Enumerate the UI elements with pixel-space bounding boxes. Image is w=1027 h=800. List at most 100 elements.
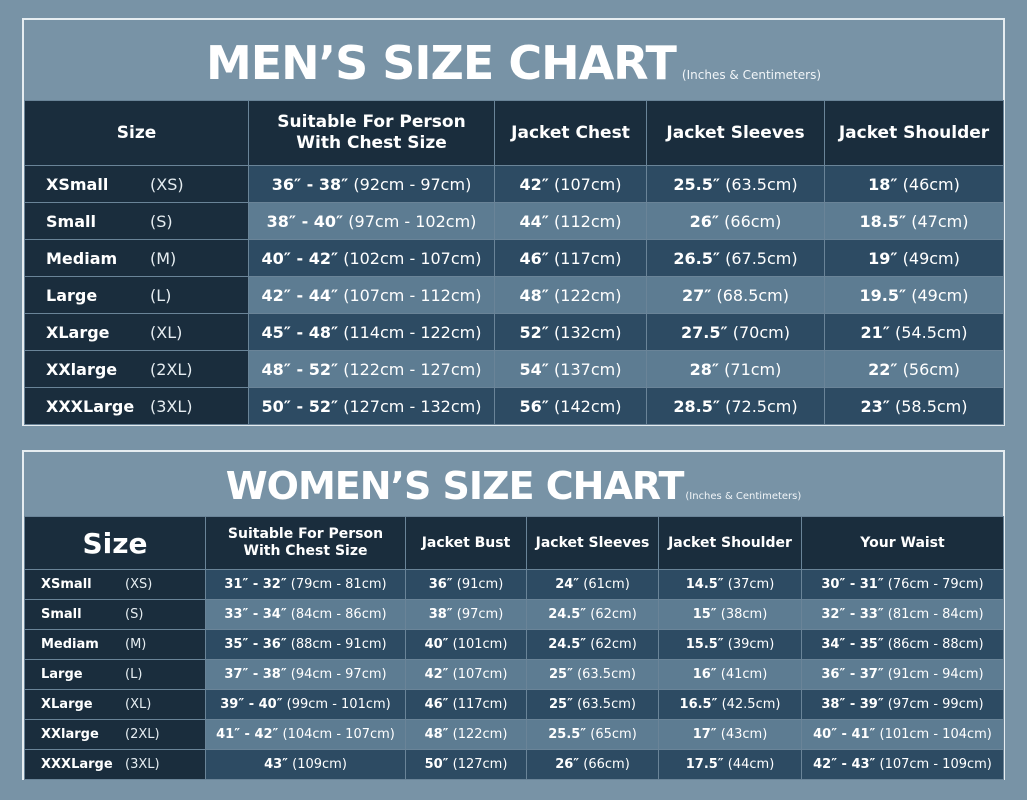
jacket-cell: 52″ (132cm)	[494, 313, 647, 351]
size-name: XXlarge	[46, 359, 118, 379]
shoulder-inches: 23″	[860, 396, 890, 416]
sleeve-inches: 28″	[689, 359, 720, 379]
shoulder-centimeters: (41cm)	[720, 667, 768, 682]
womens-header-jacket-sleeves: Jacket Sleeves	[526, 516, 659, 570]
bust-inches: 36″	[428, 577, 453, 592]
jacket-centimeters: (142cm)	[554, 396, 622, 416]
size-code: (XL)	[150, 322, 183, 342]
sleeve-centimeters: (67.5cm)	[725, 248, 798, 268]
jacket-inches: 54″	[519, 359, 549, 379]
womens-header-chest-line2: With Chest Size	[243, 543, 368, 559]
chest-inches: 38″ - 40″	[266, 211, 344, 231]
chest-centimeters: (94cm - 97cm)	[290, 667, 387, 682]
jacket-centimeters: (117cm)	[554, 248, 622, 268]
jacket-inches: 48″	[519, 285, 549, 305]
chest-inches: 43″	[264, 757, 288, 772]
shoulder-cell: 22″ (56cm)	[824, 350, 1004, 388]
shoulder-centimeters: (46cm)	[902, 174, 960, 194]
womens-header-chest-size: Suitable For Person With Chest Size	[205, 516, 406, 570]
chest-cell: 42″ - 44″ (107cm - 112cm)	[248, 276, 495, 314]
table-row: XXlarge (2XL) 41″ - 42″ (104cm - 107cm) 48″…	[24, 719, 1004, 750]
waist-centimeters: (101cm - 104cm)	[879, 727, 992, 742]
shoulder-centimeters: (47cm)	[911, 211, 969, 231]
chest-centimeters: (107cm - 112cm)	[343, 285, 482, 305]
sleeve-centimeters: (62cm)	[590, 607, 637, 622]
table-row: XLarge (XL) 45″ - 48″ (114cm - 122cm) 52″ (…	[24, 313, 1004, 351]
waist-cell: 30″ - 31″ (76cm - 79cm)	[801, 569, 1004, 600]
sleeve-cell: 28.5″ (72.5cm)	[646, 387, 825, 425]
chest-centimeters: (99cm - 101cm)	[286, 697, 391, 712]
bust-centimeters: (101cm)	[452, 637, 508, 652]
sleeve-centimeters: (63.5cm)	[725, 174, 798, 194]
womens-header-jacket-bust: Jacket Bust	[405, 516, 527, 570]
size-code: (2XL)	[150, 359, 193, 379]
shoulder-centimeters: (54.5cm)	[895, 322, 968, 342]
jacket-centimeters: (112cm)	[554, 211, 622, 231]
bust-centimeters: (122cm)	[452, 727, 508, 742]
bust-centimeters: (107cm)	[452, 667, 508, 682]
chest-cell: 39″ - 40″ (99cm - 101cm)	[205, 689, 406, 720]
bust-inches: 42″	[424, 667, 449, 682]
shoulder-inches: 17″	[692, 727, 717, 742]
waist-centimeters: (107cm - 109cm)	[879, 757, 992, 772]
womens-table-body: XSmall (XS) 31″ - 32″ (79cm - 81cm) 36″ (91…	[24, 569, 1004, 780]
chest-cell: 43″ (109cm)	[205, 749, 406, 780]
mens-header-chest-size: Suitable For Person With Chest Size	[248, 100, 495, 166]
chest-centimeters: (102cm - 107cm)	[343, 248, 482, 268]
chest-centimeters: (88cm - 91cm)	[290, 637, 387, 652]
shoulder-centimeters: (58.5cm)	[895, 396, 968, 416]
shoulder-inches: 15.5″	[685, 637, 724, 652]
sleeve-cell: 24.5″ (62cm)	[526, 629, 659, 660]
chest-inches: 31″ - 32″	[224, 577, 287, 592]
chest-inches: 41″ - 42″	[216, 727, 279, 742]
jacket-inches: 44″	[519, 211, 549, 231]
size-code: (3XL)	[125, 757, 160, 772]
mens-header-jacket-shoulder: Jacket Shoulder	[824, 100, 1004, 166]
mens-size-table: Size Suitable For Person With Chest Size …	[24, 100, 1004, 425]
womens-chart-title: WOMEN’S SIZE CHART	[225, 464, 685, 508]
size-name: Mediam	[41, 637, 99, 652]
womens-header-jacket-shoulder: Jacket Shoulder	[658, 516, 802, 570]
shoulder-cell: 15″ (38cm)	[658, 599, 802, 630]
jacket-cell: 42″ (107cm)	[494, 165, 647, 203]
bust-cell: 46″ (117cm)	[405, 689, 527, 720]
table-row: Small (S) 38″ - 40″ (97cm - 102cm) 44″ (112…	[24, 202, 1004, 240]
chest-centimeters: (127cm - 132cm)	[343, 396, 482, 416]
table-row: Small (S) 33″ - 34″ (84cm - 86cm) 38″ (97cm…	[24, 599, 1004, 630]
bust-inches: 40″	[424, 637, 449, 652]
shoulder-inches: 18″	[868, 174, 898, 194]
chest-centimeters: (104cm - 107cm)	[282, 727, 395, 742]
sleeve-inches: 26.5″	[673, 248, 721, 268]
sleeve-cell: 26″ (66cm)	[646, 202, 825, 240]
size-cell: XLarge (XL)	[24, 689, 206, 720]
sleeve-centimeters: (70cm)	[732, 322, 790, 342]
chest-cell: 45″ - 48″ (114cm - 122cm)	[248, 313, 495, 351]
shoulder-centimeters: (38cm)	[720, 607, 768, 622]
sleeve-inches: 25.5″	[548, 727, 587, 742]
chest-inches: 40″ - 42″	[261, 248, 339, 268]
waist-centimeters: (76cm - 79cm)	[887, 577, 984, 592]
chest-cell: 33″ - 34″ (84cm - 86cm)	[205, 599, 406, 630]
chest-inches: 42″ - 44″	[261, 285, 339, 305]
sleeve-cell: 26″ (66cm)	[526, 749, 659, 780]
size-cell: Large (L)	[24, 659, 206, 690]
sleeve-inches: 24.5″	[548, 637, 587, 652]
jacket-cell: 56″ (142cm)	[494, 387, 647, 425]
sleeve-centimeters: (68.5cm)	[716, 285, 790, 305]
size-cell: Small (S)	[24, 599, 206, 630]
bust-cell: 36″ (91cm)	[405, 569, 527, 600]
size-cell: XSmall (XS)	[24, 569, 206, 600]
size-code: (XL)	[125, 697, 152, 712]
shoulder-cell: 19″ (49cm)	[824, 239, 1004, 277]
bust-inches: 38″	[428, 607, 453, 622]
chest-inches: 35″ - 36″	[224, 637, 287, 652]
size-cell: XXlarge (2XL)	[24, 350, 249, 388]
jacket-centimeters: (137cm)	[554, 359, 622, 379]
shoulder-inches: 15″	[692, 607, 717, 622]
waist-cell: 36″ - 37″ (91cm - 94cm)	[801, 659, 1004, 690]
jacket-inches: 42″	[519, 174, 549, 194]
jacket-cell: 46″ (117cm)	[494, 239, 647, 277]
womens-size-chart: WOMEN’S SIZE CHART (Inches & Centimeters)…	[22, 450, 1005, 780]
sleeve-inches: 27″	[681, 285, 712, 305]
jacket-cell: 44″ (112cm)	[494, 202, 647, 240]
